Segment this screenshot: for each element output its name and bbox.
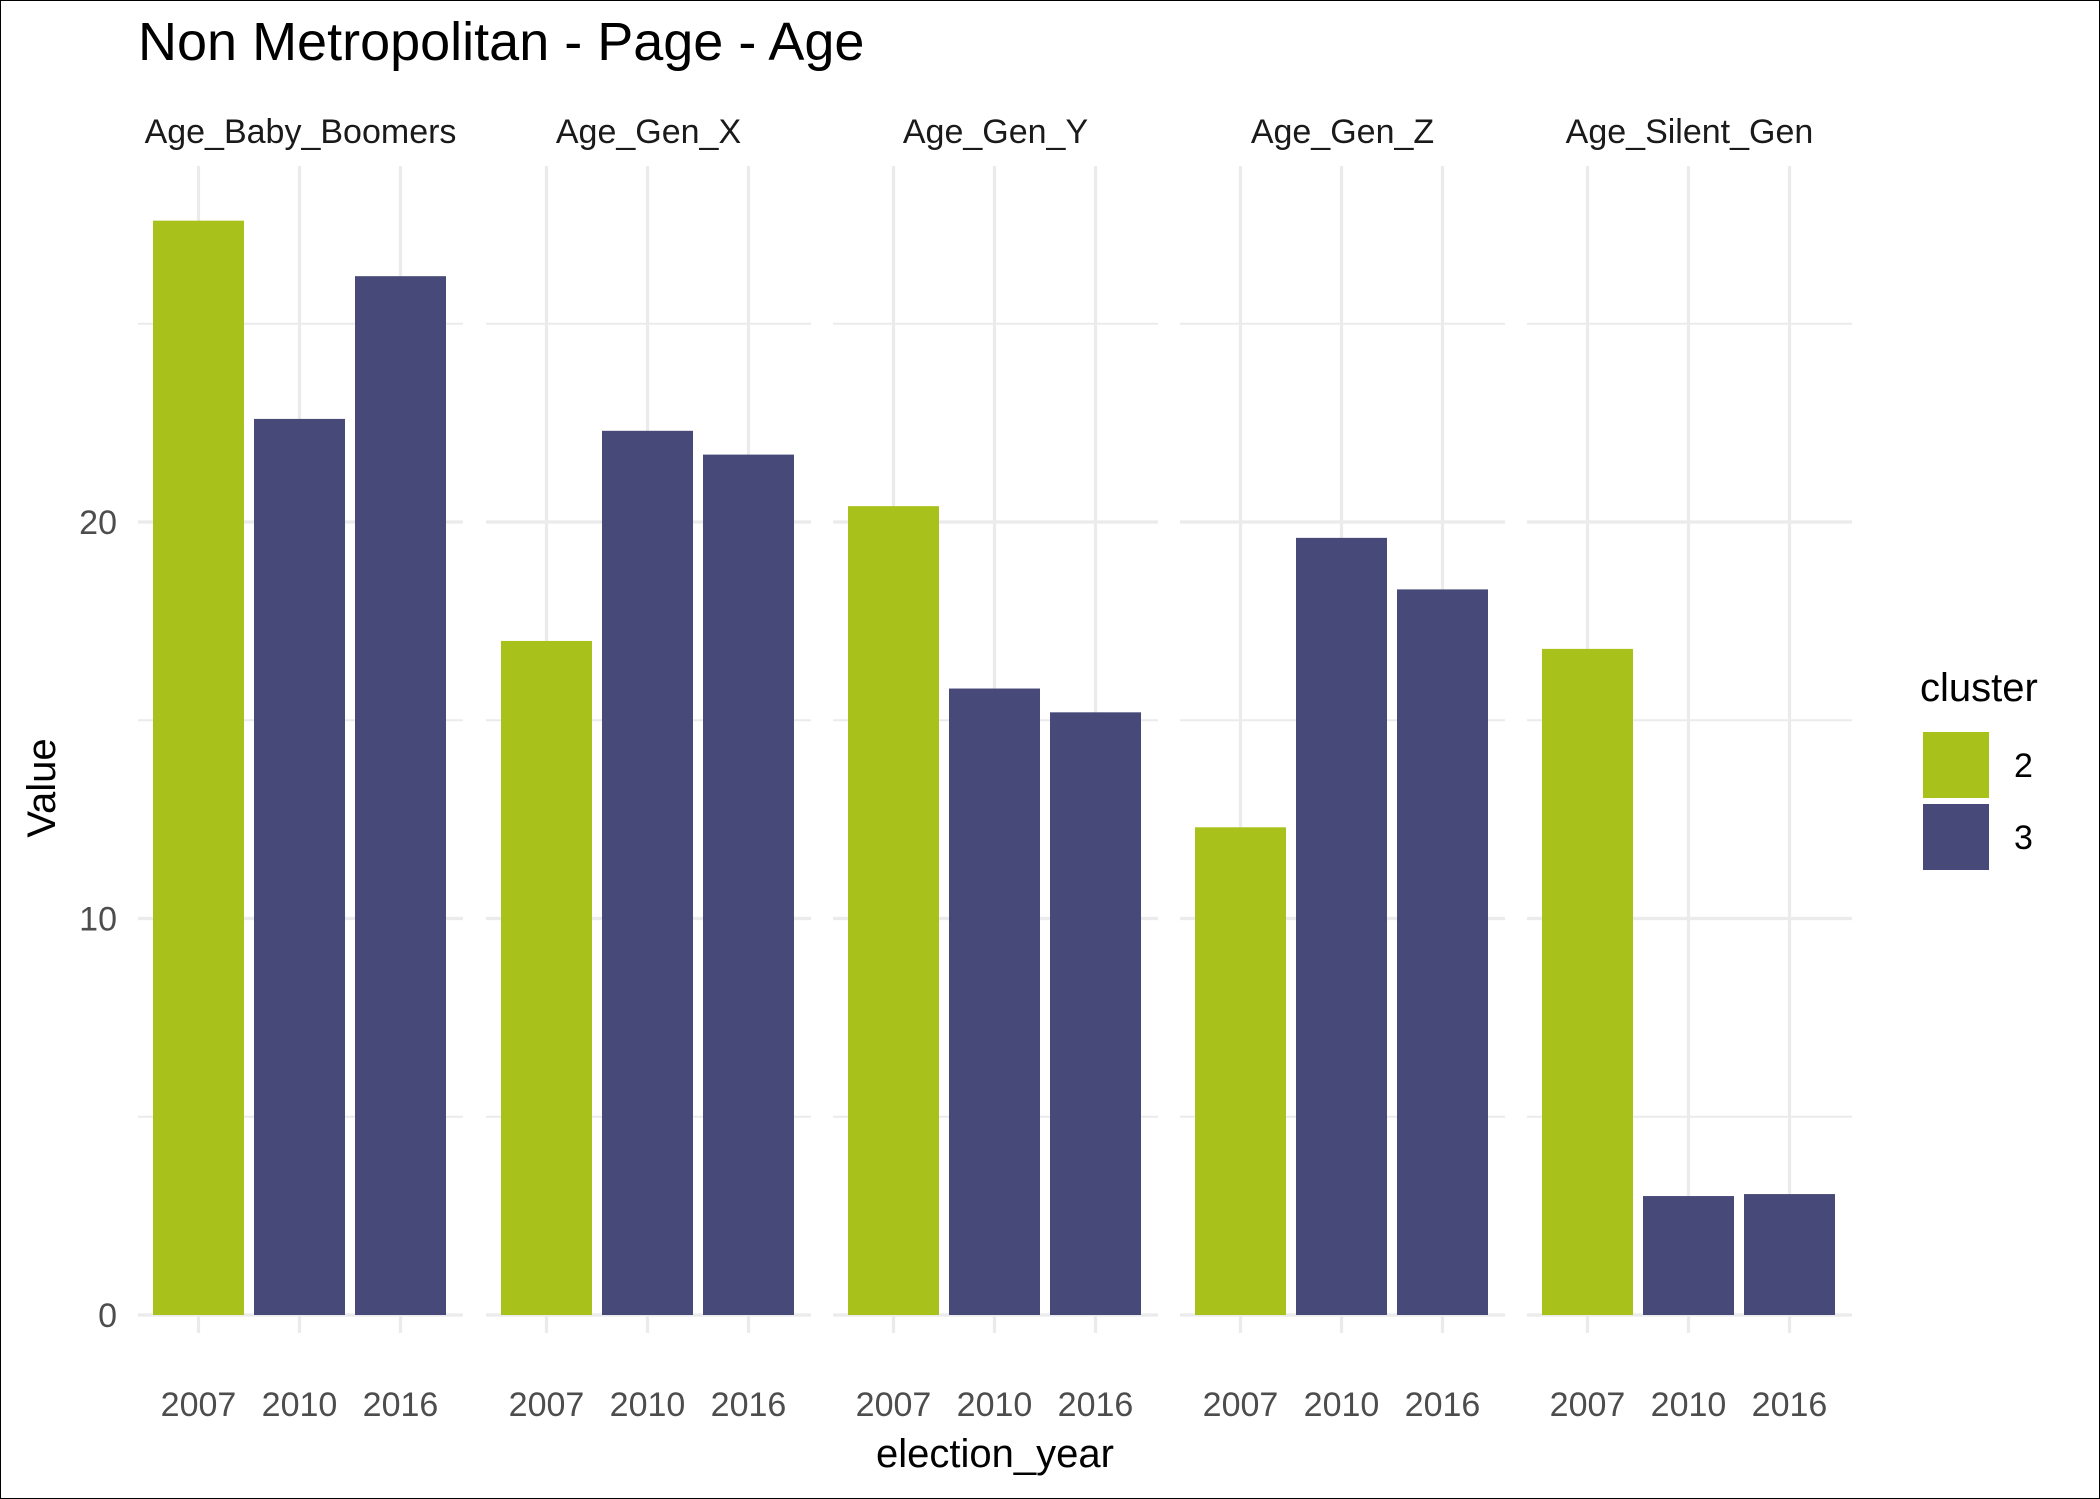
bar <box>949 688 1040 1315</box>
x-tick-label: 2010 <box>957 1386 1033 1424</box>
text-layer: Non Metropolitan - Page - Age election_y… <box>20 12 2038 1476</box>
bar <box>355 276 446 1315</box>
bar <box>1296 537 1387 1315</box>
x-tick-label: 2016 <box>1752 1386 1828 1424</box>
bar <box>1744 1194 1835 1315</box>
bar <box>254 418 345 1315</box>
bar <box>1643 1196 1734 1315</box>
bar <box>153 220 244 1315</box>
x-axis-title: election_year <box>876 1432 1114 1476</box>
legend-label: 3 <box>2014 819 2033 857</box>
y-tick-label: 0 <box>98 1297 117 1335</box>
bar <box>501 640 592 1315</box>
chart-title: Non Metropolitan - Page - Age <box>138 12 864 72</box>
bar <box>1542 648 1633 1315</box>
y-axis-title: Value <box>20 738 64 837</box>
x-tick-label: 2010 <box>1651 1386 1727 1424</box>
bar <box>1195 827 1286 1315</box>
facet-strip-label: Age_Gen_Z <box>1251 113 1434 151</box>
bar <box>602 430 693 1315</box>
legend-key <box>1923 732 1989 798</box>
x-tick-label: 2016 <box>363 1386 439 1424</box>
bar <box>848 506 939 1315</box>
x-tick-label: 2007 <box>856 1386 932 1424</box>
facet-strip-label: Age_Gen_Y <box>903 113 1088 151</box>
legend-key <box>1923 804 1989 870</box>
x-tick-label: 2010 <box>1304 1386 1380 1424</box>
x-tick-label: 2016 <box>711 1386 787 1424</box>
y-tick-label: 20 <box>79 504 117 542</box>
bars-layer <box>153 220 1835 1316</box>
facet-strip-label: Age_Gen_X <box>556 113 741 151</box>
bar <box>703 454 794 1316</box>
bar <box>1397 589 1488 1315</box>
bar <box>1050 712 1141 1315</box>
y-tick-label: 10 <box>79 901 117 939</box>
x-tick-label: 2007 <box>509 1386 585 1424</box>
x-tick-label: 2016 <box>1058 1386 1134 1424</box>
x-tick-label: 2007 <box>1550 1386 1626 1424</box>
x-tick-label: 2016 <box>1405 1386 1481 1424</box>
legend: 23 <box>1923 732 2033 870</box>
x-tick-label: 2007 <box>1203 1386 1279 1424</box>
legend-label: 2 <box>2014 747 2033 785</box>
x-tick-label: 2010 <box>610 1386 686 1424</box>
x-tick-label: 2010 <box>262 1386 338 1424</box>
facet-strip-label: Age_Baby_Boomers <box>145 113 457 151</box>
facet-strip-label: Age_Silent_Gen <box>1566 113 1814 151</box>
x-tick-label: 2007 <box>161 1386 237 1424</box>
legend-title: cluster <box>1920 666 2038 710</box>
